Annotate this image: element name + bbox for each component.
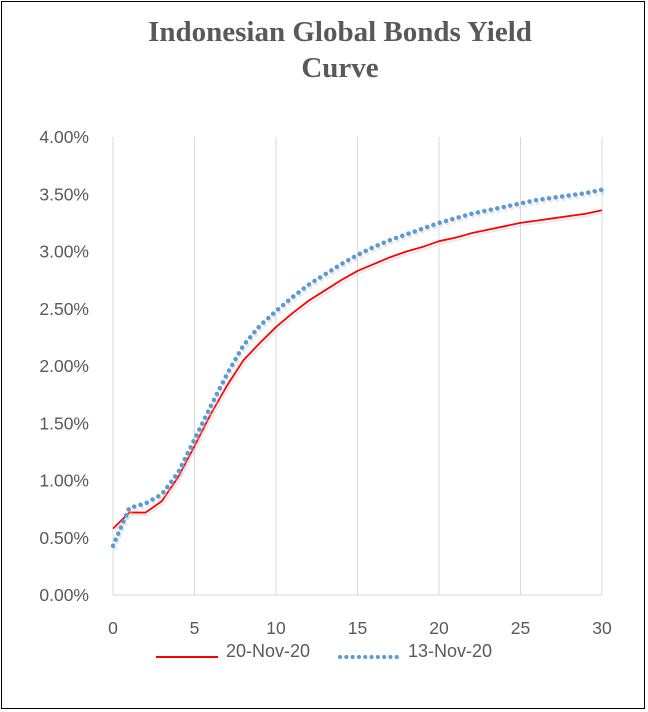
legend-item-20-nov-20[interactable]: 20-Nov-20 (155, 640, 310, 662)
y-tick-label-8: 4.00% (39, 127, 89, 147)
chart-title-line-1: Indonesian Global Bonds Yield (148, 16, 532, 48)
x-tick-label-20: 20 (429, 618, 449, 638)
y-tick-label-7: 3.50% (39, 184, 89, 204)
legend-item-13-nov-20[interactable]: 13-Nov-20 (338, 641, 492, 662)
y-axis-tick-labels: 0.00% 0.50% 1.00% 1.50% 2.00% 2.50% 3.00% 3.50%… (39, 127, 89, 605)
y-tick-label-0: 0.00% (39, 585, 89, 605)
legend-label-20-nov-20: 20-Nov-20 (225, 640, 310, 661)
series-line-20-Nov-20 (112, 209, 603, 530)
chart-title: Indonesian Global Bonds Yield Curve (0, 14, 648, 86)
legend-swatch-solid-red (155, 646, 218, 658)
grid-lines (112, 137, 603, 595)
x-tick-label-0: 0 (108, 618, 118, 638)
x-tick-label-10: 10 (266, 618, 286, 638)
y-tick-label-4: 2.00% (39, 356, 89, 376)
series-lines (110, 187, 606, 551)
y-tick-label-3: 1.50% (39, 413, 89, 433)
legend: 20-Nov-20 13-Nov-20 (0, 636, 648, 666)
legend-swatch-dotted-blue (338, 646, 402, 659)
y-tick-label-1: 0.50% (39, 528, 89, 548)
y-tick-label-2: 1.00% (39, 471, 89, 491)
chart-title-line-2: Curve (301, 52, 379, 84)
y-tick-label-6: 3.00% (39, 242, 89, 262)
x-tick-label-5: 5 (190, 618, 200, 638)
series-shadow-0 (113, 211, 604, 532)
series-line-13-Nov-20 (110, 187, 605, 549)
legend-label-13-nov-20: 13-Nov-20 (408, 640, 493, 661)
x-tick-label-25: 25 (511, 618, 530, 638)
x-tick-label-15: 15 (348, 618, 367, 638)
y-tick-label-5: 2.50% (39, 299, 89, 319)
x-axis-tick-labels: 0 5 10 15 20 25 30 (108, 618, 612, 638)
series-shadow-1 (112, 189, 606, 551)
x-tick-label-30: 30 (592, 618, 612, 638)
